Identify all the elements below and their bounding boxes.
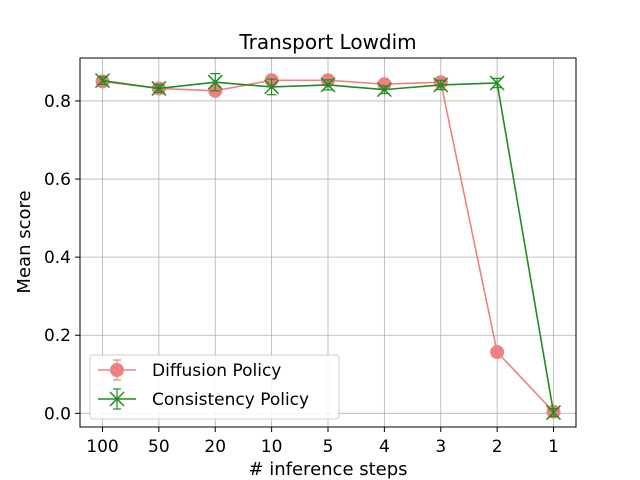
- legend-marker: [109, 391, 125, 407]
- x-tick-label: 3: [435, 437, 446, 457]
- x-axis-label: # inference steps: [248, 459, 407, 480]
- legend-entry: Diffusion Policy: [98, 359, 281, 381]
- legend: Diffusion Policy Consistency Policy: [89, 354, 340, 420]
- data-point: [151, 80, 167, 96]
- legend-label: Diffusion Policy: [152, 361, 281, 381]
- data-point: [207, 74, 223, 90]
- data-point: [489, 75, 505, 91]
- data-point: [433, 77, 449, 93]
- x-tick-label: 5: [323, 437, 334, 457]
- data-point: [376, 82, 392, 98]
- x-tick-label: 1: [548, 437, 559, 457]
- legend-box: [89, 354, 340, 420]
- x-tick-label: 10: [261, 437, 283, 457]
- data-point: [264, 79, 280, 95]
- y-tick-label: 0.6: [44, 170, 71, 190]
- x-tick-label: 4: [379, 437, 390, 457]
- data-point: [94, 73, 111, 89]
- legend-label: Consistency Policy: [152, 390, 309, 410]
- y-tick-label: 0.4: [44, 248, 71, 268]
- y-tick-label: 0.2: [44, 326, 71, 346]
- data-point: [545, 405, 562, 421]
- series-layer: [94, 73, 562, 421]
- x-tick-label: 50: [148, 437, 170, 457]
- data-point: [320, 77, 336, 93]
- y-axis-label: Mean score: [14, 190, 35, 293]
- legend-marker: [110, 363, 124, 377]
- y-tick-label: 0.8: [44, 92, 71, 112]
- x-tick-label: 20: [204, 437, 226, 457]
- y-axis: 0.0 0.2 0.4 0.6 0.8: [44, 92, 80, 424]
- series-consistency-policy: [94, 73, 562, 421]
- x-tick-label: 2: [492, 437, 503, 457]
- y-tick-label: 0.0: [44, 404, 71, 424]
- data-point: [490, 345, 505, 360]
- legend-entry: Consistency Policy: [98, 388, 309, 410]
- chart-title: Transport Lowdim: [238, 30, 416, 54]
- x-tick-label: 100: [86, 437, 118, 457]
- x-axis: 100 50 20 10 5 4 3 2 1: [86, 427, 559, 457]
